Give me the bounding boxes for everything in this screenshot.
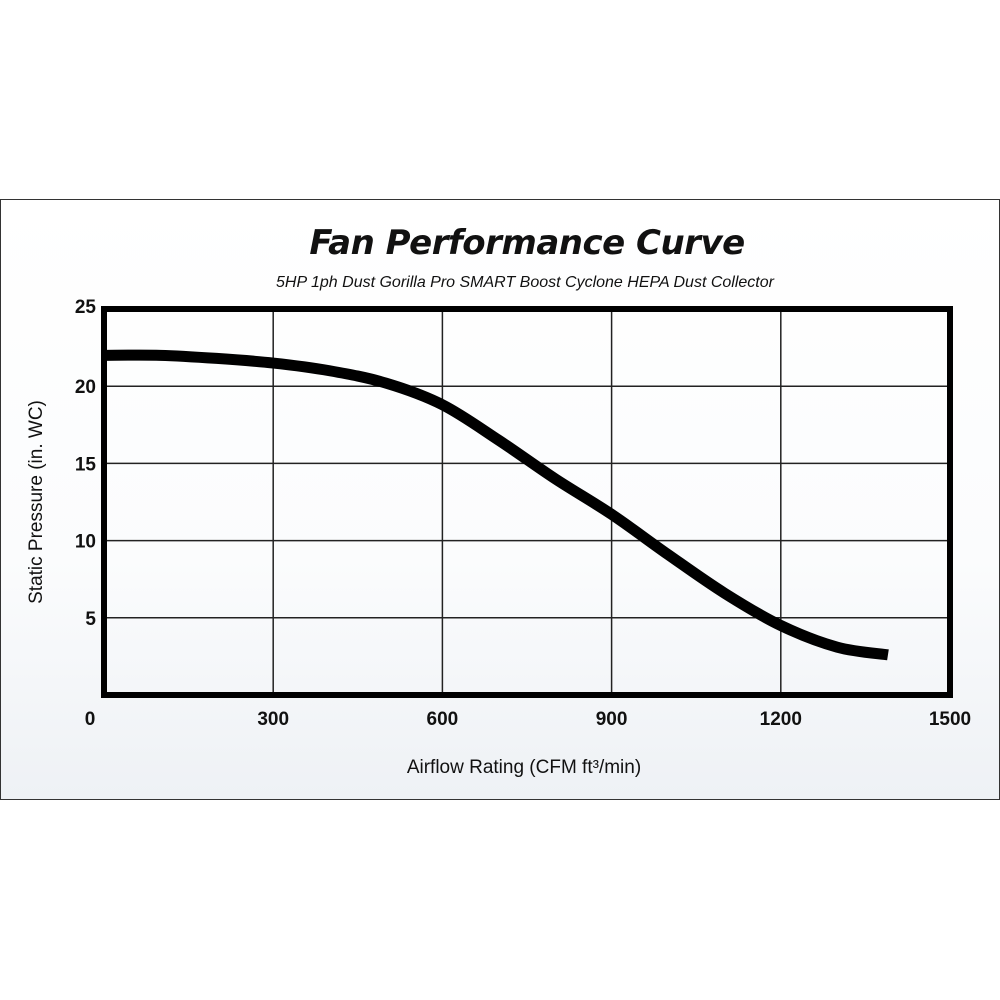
y-tick-label: 5 bbox=[85, 609, 96, 630]
y-tick-label: 25 bbox=[75, 297, 97, 318]
chart-title: Fan Performance Curve bbox=[309, 223, 744, 263]
series-line bbox=[103, 349, 889, 661]
y-axis-label: Static Pressure (in. WC) bbox=[26, 400, 47, 604]
x-tick-label: 1200 bbox=[760, 709, 802, 730]
chart-subtitle: 5HP 1ph Dust Gorilla Pro SMART Boost Cyc… bbox=[276, 274, 775, 291]
x-tick-label: 600 bbox=[427, 709, 459, 730]
x-tick-label: 300 bbox=[257, 709, 289, 730]
plot-frame bbox=[101, 306, 953, 698]
y-tick-label: 20 bbox=[75, 377, 96, 398]
y-tick-label: 15 bbox=[75, 454, 97, 475]
chart-card bbox=[0, 199, 1000, 800]
x-tick-label: 1500 bbox=[929, 709, 971, 730]
y-tick-label: 10 bbox=[75, 532, 96, 553]
x-tick-label: 0 bbox=[85, 709, 96, 730]
x-tick-label: 900 bbox=[596, 709, 628, 730]
x-axis-label: Airflow Rating (CFM ft³/min) bbox=[407, 757, 641, 778]
